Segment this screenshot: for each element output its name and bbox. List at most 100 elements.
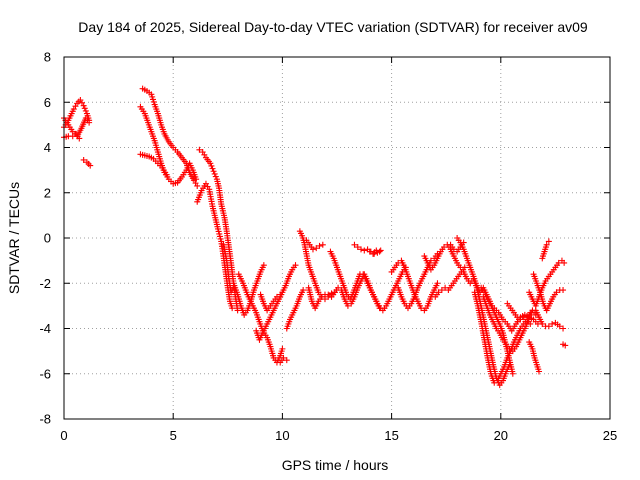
data-track (139, 85, 201, 189)
data-track (539, 238, 552, 262)
data-point (207, 160, 214, 167)
data-point (560, 287, 567, 294)
data-point (209, 165, 216, 172)
data-track (303, 237, 326, 253)
data-point (163, 171, 170, 178)
data-point (555, 259, 562, 266)
data-point (273, 293, 280, 300)
y-tick-label: -2 (39, 276, 51, 291)
y-tick-label: 0 (44, 231, 51, 246)
data-track (257, 291, 284, 314)
data-point (328, 290, 335, 297)
data-track (388, 257, 441, 314)
data-point (434, 280, 441, 287)
data-point (461, 264, 468, 271)
data-point (520, 314, 527, 321)
data-point (435, 289, 442, 296)
data-point (212, 173, 219, 180)
data-point (549, 320, 556, 327)
data-point (376, 248, 383, 255)
data-track (432, 264, 468, 300)
data-point (81, 105, 88, 112)
data-point (194, 182, 201, 189)
data-point (87, 162, 94, 169)
data-track (351, 241, 384, 257)
chart-title: Day 184 of 2025, Sidereal Day-to-day VTE… (78, 19, 588, 35)
data-track (305, 284, 335, 312)
data-track (235, 271, 286, 366)
data-point (514, 314, 521, 321)
data-point (193, 176, 200, 183)
data-point (229, 305, 236, 312)
data-point (76, 135, 83, 142)
data-point (545, 323, 552, 330)
data-track (560, 341, 569, 349)
data-track (526, 339, 543, 375)
data-point (300, 287, 307, 294)
y-tick-label: -4 (39, 321, 51, 336)
data-point (335, 284, 342, 291)
data-points (61, 85, 569, 389)
data-point (208, 162, 215, 169)
x-tick-label: 15 (384, 428, 398, 443)
data-point (491, 379, 498, 386)
data-track (366, 247, 383, 257)
data-track (283, 287, 307, 332)
y-tick-label: -8 (39, 412, 51, 427)
data-point (196, 146, 203, 153)
data-point (80, 102, 87, 109)
data-point (517, 316, 524, 323)
data-point (560, 325, 567, 332)
data-point (82, 107, 89, 114)
data-point (509, 370, 516, 377)
data-track (526, 257, 568, 309)
data-point (562, 342, 569, 349)
x-tick-label: 0 (60, 428, 67, 443)
data-track (137, 151, 170, 178)
data-point (361, 247, 368, 254)
x-tick-label: 5 (170, 428, 177, 443)
data-track (395, 250, 441, 312)
data-point (527, 320, 534, 327)
data-track (532, 307, 567, 332)
y-axis-label: SDTVAR / TECUs (6, 182, 22, 294)
data-point (354, 244, 361, 251)
data-point (210, 168, 217, 175)
y-tick-label: -6 (39, 366, 51, 381)
data-track (80, 156, 94, 169)
data-point (545, 238, 552, 245)
data-track (504, 300, 534, 327)
data-point (319, 241, 326, 248)
data-track (220, 241, 267, 318)
x-tick-label: 10 (275, 428, 289, 443)
data-point (279, 345, 286, 352)
x-axis-label: GPS time / hours (282, 457, 389, 473)
data-point (377, 305, 384, 312)
data-point (280, 354, 287, 361)
data-track (61, 115, 93, 140)
data-point (543, 241, 550, 248)
data-point (309, 246, 316, 253)
data-point (86, 119, 93, 126)
data-point (366, 248, 373, 255)
data-point (211, 170, 218, 177)
data-point (318, 293, 325, 300)
data-point (373, 247, 380, 254)
data-point (292, 262, 299, 269)
data-track (277, 354, 290, 366)
y-tick-label: 6 (44, 95, 51, 110)
data-point (358, 246, 365, 253)
data-point (438, 287, 445, 294)
data-point (313, 245, 320, 252)
x-tick-label: 20 (494, 428, 508, 443)
data-point (283, 357, 290, 364)
grid-lines (64, 57, 610, 419)
y-tick-label: 8 (44, 50, 51, 65)
data-point (539, 320, 546, 327)
axis-ticks (63, 56, 611, 420)
data-track (421, 241, 464, 273)
data-point (316, 242, 323, 249)
data-point (80, 156, 87, 163)
data-point (536, 368, 543, 375)
